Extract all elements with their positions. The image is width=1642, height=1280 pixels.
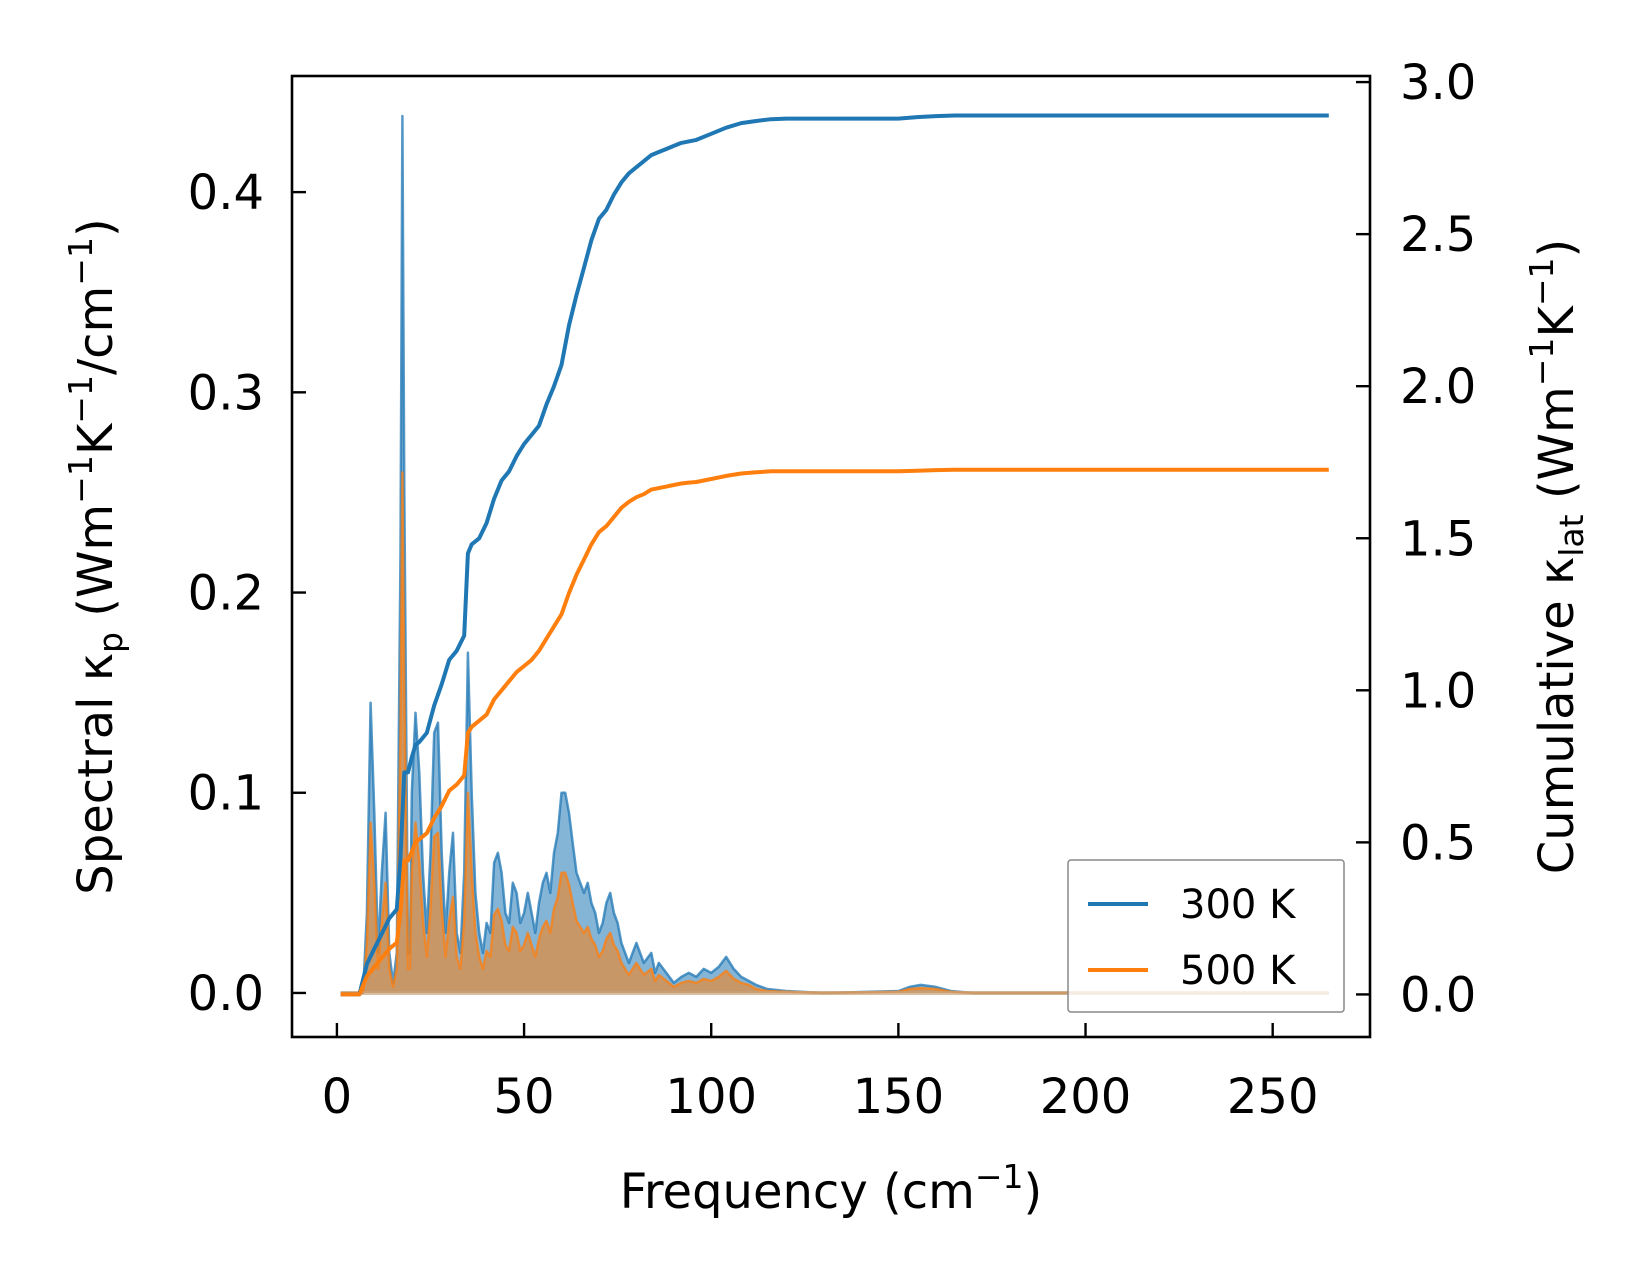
y-left-tick-label: 0.3 [188,365,264,421]
y-right-tick-label: 0.5 [1400,815,1476,871]
x-axis-label: Frequency (cm−1) [620,1157,1043,1220]
spectral-line-300k [340,114,1329,995]
x-tick-label: 50 [494,1069,555,1125]
y-right-tick-label: 2.5 [1400,207,1476,263]
label-text: Spectral κ [68,653,124,895]
spectral-line-500k [340,471,1329,995]
label-superscript: −1 [1522,257,1561,306]
cumulative-line-300k [340,113,1329,997]
y-right-tick-label: 1.5 [1400,511,1476,567]
label-superscript: −1 [61,237,100,286]
ticks-layer: 0 50 100 150 200 250 0.0 0.1 0.2 0.3 0.4 0.0 0.5 1.0 1… [188,55,1477,1125]
cumulative-layer [340,113,1329,997]
label-subscript: p [91,632,130,653]
y-left-tick-label: 0.1 [188,766,264,822]
label-superscript: −1 [975,1157,1024,1196]
label-superscript: −1 [61,455,100,504]
label-text: ) [1024,1164,1043,1220]
label-text: K [1529,305,1585,338]
spectral-area-500k [340,472,1329,993]
y-right-tick-label: 0.0 [1400,967,1476,1023]
label-text: (Wm [68,504,124,632]
label-text: ) [1529,239,1585,258]
y-right-tick-label: 1.0 [1400,663,1476,719]
label-text: Cumulative κ [1529,557,1585,875]
y-left-tick-label: 0.2 [188,566,264,622]
axis-labels: Frequency (cm−1)Spectral κp (Wm−1K−1/cm−… [61,218,1591,1220]
label-superscript: −1 [61,375,100,424]
legend-box [1067,859,1345,1013]
cumulative-line-500k [340,467,1329,997]
y-left-tick-label: 0.4 [188,165,264,221]
label-text: Frequency (cm [620,1164,975,1220]
label-text: /cm [68,286,124,375]
label-subscript: lat [1552,514,1591,556]
y-right-axis-label: Cumulative κlat (Wm−1K−1) [1522,239,1591,875]
x-tick-label: 0 [322,1069,353,1125]
legend-label-300k: 300 K [1180,882,1297,928]
plot-frame [290,74,1372,1039]
x-tick-label: 150 [853,1069,945,1125]
y-left-tick-label: 0.0 [188,966,264,1022]
label-superscript: −1 [1522,338,1561,387]
label-text: K [68,422,124,455]
y-right-tick-label: 3.0 [1400,55,1476,111]
x-tick-label: 250 [1227,1069,1319,1125]
legend-label-500k: 500 K [1180,948,1297,994]
y-left-axis-label: Spectral κp (Wm−1K−1/cm−1) [61,218,130,894]
x-tick-label: 200 [1040,1069,1132,1125]
label-text: ) [68,218,124,237]
y-right-tick-label: 2.0 [1400,359,1476,415]
label-text: (Wm [1529,386,1585,514]
legend: 300 K 500 K [1067,859,1345,1013]
x-tick-label: 100 [665,1069,757,1125]
